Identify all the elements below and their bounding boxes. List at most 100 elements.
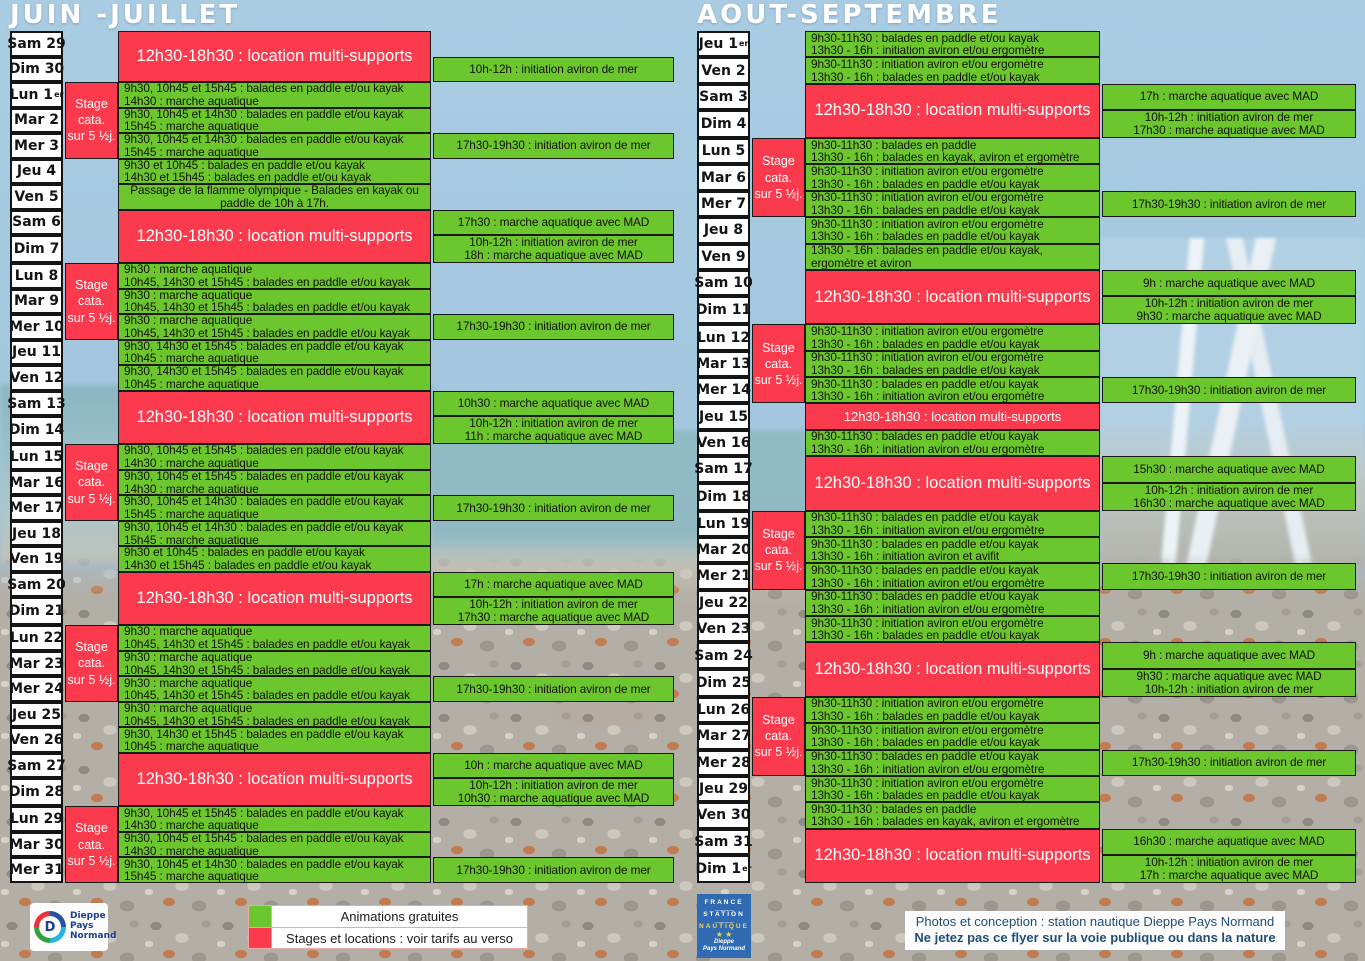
extra-activity-cell: 10h-12h : initiation aviron de mer — [433, 56, 674, 83]
cell-line: 12h30-18h30 : location multi-supports — [843, 409, 1062, 425]
legend: Animations gratuites Stages et locations… — [248, 905, 528, 949]
location-multi-supports-cell: 12h30-18h30 : location multi-supports — [805, 456, 1100, 511]
day-cell: Sam 24 — [694, 642, 753, 669]
cell-line: 13h30 - 16h : initiation aviron et/ou er… — [811, 522, 1045, 537]
cell-line: 9h30, 10h45 et 15h45 : balades en paddle… — [124, 444, 404, 458]
cell-line: Passage de la flamme olympique - Balades… — [130, 184, 419, 198]
cell-line: 9h30-11h30 : balades en paddle et/ou kay… — [811, 589, 1039, 604]
extra-activity-cell: 10h-12h : initiation aviron de mer 17h30 … — [433, 597, 674, 626]
activity-cell: 9h30-11h30 : balades en paddle et/ou kay… — [805, 589, 1100, 617]
day-cell: Ven 30 — [697, 802, 750, 829]
cell-line: 14h30 : marche aquatique — [124, 818, 259, 832]
day-cell: Mar 27 — [696, 723, 751, 750]
cell-line: 9h30-11h30 : balades en paddle et/ou kay… — [811, 536, 1039, 551]
cell-line: 9h30-11h30 : balades en paddle et/ou kay… — [811, 377, 1039, 391]
month-title-juin-juillet: JUIN -JUILLET — [10, 0, 241, 30]
day-cell: Jeu 25 — [10, 701, 63, 728]
day-cell: Dim 4 — [697, 110, 750, 139]
cell-line: 13h30 - 16h : balades en kayak, aviron e… — [811, 150, 1080, 165]
cell-line: 17h30-19h30 : initiation aviron de mer — [1131, 755, 1327, 770]
badge-station-text: STATION — [703, 910, 745, 918]
day-cell: Mar 20 — [696, 536, 751, 564]
extra-activity-cell: 17h30 : marche aquatique avec MAD — [433, 209, 674, 236]
activity-cell: 9h30-11h30 : balades en paddle 13h30 - 16… — [805, 802, 1100, 829]
day-cell: Jeu 18 — [10, 520, 63, 547]
calendar-juin-juillet: JUIN -JUILLET Sam 29 Dim 30 Lun 1 er Mar 2 Me… — [7, 0, 674, 883]
extra-activity-cell: 17h30-19h30 : initiation aviron de mer — [433, 495, 674, 521]
cell-line: 9h30 : marche aquatique — [124, 676, 253, 690]
badge-brand-line: Dieppe — [713, 938, 734, 945]
location-multi-supports-cell: 12h30-18h30 : location multi-supports — [805, 828, 1100, 883]
badge-brand-text: Dieppe Pays Normand — [703, 939, 745, 953]
cell-line: 13h30 - 16h : initiation aviron et avifi… — [811, 549, 1000, 564]
cell-line: paddle de 10h à 17h. — [220, 195, 329, 210]
activity-cell: 9h30 : marche aquatique 10h45, 14h30 et 1… — [118, 676, 431, 702]
activity-cell: 9h30, 10h45 et 15h45 : balades en paddle… — [118, 806, 431, 832]
cell-line: 9h30, 14h30 et 15h45 : balades en paddle… — [124, 339, 404, 353]
cell-line: 12h30-18h30 : location multi-supports — [814, 287, 1091, 306]
day-cell: Ven 23 — [697, 616, 750, 643]
day-cell: Sam 31 — [694, 828, 753, 856]
cell-line: sur 5 ½j. — [67, 672, 116, 687]
cell-line: 9h30-11h30 : initiation aviron et/ou erg… — [811, 164, 1044, 179]
cell-line: 9h : marche aquatique avec MAD — [1142, 648, 1316, 663]
cell-line: sur 5 ½j. — [67, 491, 116, 506]
cell-line: 13h30 - 16h : balades en paddle et/ou ka… — [811, 203, 1040, 218]
cell-line: 9h30, 10h45 et 14h30 : balades en paddle… — [124, 133, 404, 147]
cell-line: 10h45, 14h30 et 15h45 : balades en paddl… — [124, 688, 410, 702]
cell-line: 12h30-18h30 : location multi-supports — [814, 473, 1091, 492]
extra-activity-cell: 10h-12h : initiation aviron de mer 17h : … — [1102, 855, 1356, 883]
cell-line: 9h30 : marche aquatique — [124, 701, 253, 716]
extra-activity-cell: 10h-12h : initiation aviron de mer 10h30 … — [433, 778, 674, 807]
cell-line: 17h30-19h30 : initiation aviron de mer — [456, 500, 651, 515]
cell-line: 10h45, 14h30 et 15h45 : balades en paddl… — [124, 300, 410, 315]
activity-cell: 9h30, 10h45 et 15h45 : balades en paddle… — [118, 469, 431, 496]
cell-line: 9h30-11h30 : balades en paddle — [811, 802, 977, 816]
activity-cell: 9h30, 14h30 et 15h45 : balades en paddle… — [118, 365, 431, 391]
cell-line: ergomètre et aviron — [811, 255, 912, 270]
cell-line: Stage — [75, 278, 108, 293]
day-cell: Lun 29 — [10, 806, 63, 832]
cell-line: 9h30 : marche aquatique — [124, 263, 253, 277]
extra-activity-cell: 17h : marche aquatique avec MAD — [433, 571, 674, 598]
dieppe-pays-normand-logo: D Dieppe Pays Normand — [30, 903, 116, 951]
extra-activity-cell: 17h30-19h30 : initiation aviron de mer — [433, 133, 674, 159]
day-cell: Sam 13 — [7, 390, 66, 417]
cell-line: 9h30-11h30 : initiation aviron et/ou erg… — [811, 775, 1044, 790]
stage-cata-cell: Stage cata. sur 5 ½j. — [752, 324, 805, 404]
day-cell: Ven 2 — [697, 57, 750, 84]
cell-line: 9h30, 14h30 et 15h45 : balades en paddle… — [124, 365, 404, 379]
day-cell: Lun 12 — [697, 324, 750, 351]
activity-cell: 9h30 : marche aquatique 10h45, 14h30 et 1… — [118, 263, 431, 289]
cell-line: 9h30-11h30 : initiation aviron et/ou erg… — [811, 217, 1044, 231]
badge-nautique-text: NAUTIQUE — [699, 922, 749, 930]
activity-cell: 9h30, 10h45 et 15h45 : balades en paddle… — [118, 831, 431, 858]
cell-line: 18h : marche aquatique avec MAD — [464, 248, 643, 263]
day-cell: Dim 21 — [9, 597, 64, 626]
cell-line: 17h30 : marche aquatique avec MAD — [1133, 123, 1325, 138]
green-swatch-icon — [249, 906, 271, 927]
cell-line: 10h45, 14h30 et 15h45 : balades en paddl… — [124, 637, 410, 651]
cell-line: 16h30 : marche aquatique avec MAD — [1133, 495, 1325, 510]
day-cell: Mer 28 — [696, 749, 751, 776]
cell-line: 10h45, 14h30 et 15h45 : balades en paddl… — [124, 662, 410, 677]
cell-line: 11h : marche aquatique avec MAD — [464, 429, 643, 444]
legend-label-stages-locations: Stages et locations : voir tarifs au ver… — [271, 928, 527, 948]
day-cell: Ven 12 — [10, 365, 63, 391]
activity-cell: 9h30 et 10h45 : balades en paddle et/ou … — [118, 158, 431, 185]
cell-line: 9h30, 10h45 et 14h30 : balades en paddle… — [124, 495, 404, 509]
day-cell: Jeu 11 — [10, 339, 63, 366]
day-cell: Sam 27 — [7, 752, 66, 779]
cell-line: Stage — [762, 154, 795, 169]
extra-activity-cell: 17h30-19h30 : initiation aviron de mer — [1102, 563, 1356, 590]
dieppe-logo-text: Dieppe Pays Normand — [70, 911, 117, 942]
day-cell: Dim 18 — [696, 482, 751, 511]
day-cell: Dim 11 — [696, 296, 751, 325]
cell-line: 14h30 : marche aquatique — [124, 481, 259, 496]
extra-activity-cell: 17h30-19h30 : initiation aviron de mer — [1102, 190, 1356, 218]
activity-cell: 9h30, 10h45 et 14h30 : balades en paddle… — [118, 857, 431, 883]
dieppe-logo-line: Normand — [70, 930, 117, 941]
cell-line: 13h30 - 16h : initiation aviron et/ou er… — [811, 575, 1045, 590]
cell-line: 9h30-11h30 : initiation aviron et/ou erg… — [811, 324, 1044, 338]
day-cell: Jeu 1 er — [697, 31, 750, 58]
